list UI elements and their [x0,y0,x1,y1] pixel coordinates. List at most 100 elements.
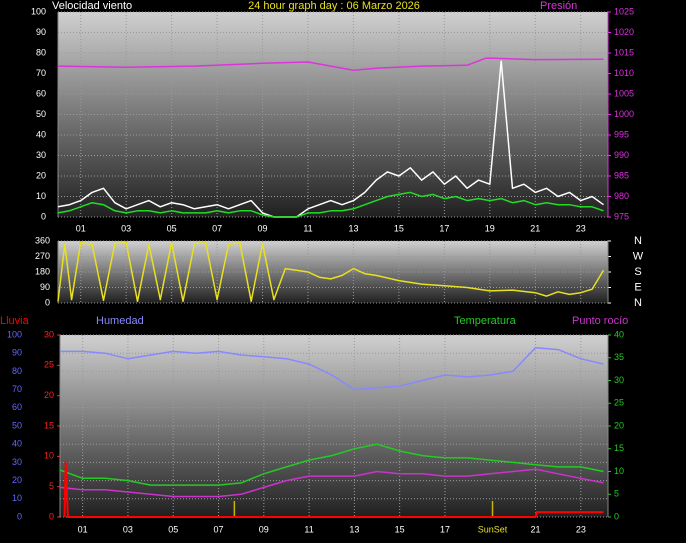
y2-tick-label: 975 [614,211,629,221]
legend-label: Punto rocío [572,315,628,327]
x-tick-label: 13 [349,524,359,534]
series-line [59,468,604,498]
plot-area [58,241,608,303]
y-tick-label: 100 [7,329,22,339]
x-tick-label: 17 [440,524,450,534]
y-tick-label: 30 [36,150,46,160]
y2-tick-label: 0 [614,511,619,521]
series-line [59,443,604,486]
y-tick-label: 0 [41,211,46,221]
series-line [60,346,604,391]
y3-tick-label: 25 [44,360,54,370]
x-tick-label: 01 [76,223,86,233]
y2-tick-label: 1020 [614,27,634,37]
x-tick-label: 11 [303,223,312,233]
y-tick-label: 60 [12,402,22,412]
y-tick-label: 80 [36,47,46,57]
x-tick-label: 23 [576,223,586,233]
series-line [57,57,604,71]
x-tick-label: 19 [485,223,495,233]
x-tick-label: 23 [576,524,586,534]
y-tick-label: 70 [12,384,22,394]
x-tick-label: 05 [168,524,178,534]
y2-tick-label: 985 [614,170,629,180]
y-tick-label: 0 [17,511,22,521]
series-line [57,60,604,218]
y2-tick-label: 980 [614,191,629,201]
y3-tick-label: 5 [49,481,54,491]
legend-label: Presión [540,0,577,12]
y-tick-label: 90 [12,348,22,358]
series-line [63,461,604,518]
y-tick-label: 10 [12,493,22,503]
y-tick-label: 30 [12,457,22,467]
y3-tick-label: 20 [44,390,54,400]
y2-tick-label: N [634,235,642,247]
plot-area [58,12,608,217]
x-tick-label: 13 [348,223,358,233]
y2-tick-label: 1025 [614,6,634,16]
y-tick-label: 180 [35,266,50,276]
y3-tick-label: 30 [44,329,54,339]
y-tick-label: 360 [35,235,50,245]
y-tick-label: 40 [36,129,46,139]
y-tick-label: 0 [45,297,50,307]
x-tick-label: 21 [530,223,540,233]
y2-tick-label: 990 [614,150,629,160]
sunset-label: SunSet [478,524,508,534]
y-tick-label: 10 [36,191,46,201]
x-tick-label: 03 [123,524,133,534]
x-tick-label: 05 [167,223,177,233]
y2-tick-label: 20 [614,420,624,430]
y2-tick-label: 10 [614,466,624,476]
y2-tick-label: 35 [614,352,624,362]
y-tick-label: 270 [35,251,50,261]
y-tick-label: 20 [12,475,22,485]
y2-tick-label: S [634,266,641,278]
y2-tick-label: E [634,281,641,293]
y2-tick-label: 5 [614,489,619,499]
series-line [57,191,604,218]
y3-tick-label: 15 [44,420,54,430]
x-tick-label: 09 [258,223,268,233]
y2-tick-label: 15 [614,443,624,453]
y-tick-label: 90 [36,27,46,37]
y2-tick-label: 40 [614,329,624,339]
x-tick-label: 15 [394,223,404,233]
y2-tick-label: 1000 [614,109,634,119]
legend-label: Temperatura [454,315,517,327]
y3-tick-label: 10 [44,451,54,461]
x-tick-label: 17 [439,223,449,233]
x-tick-label: 07 [212,223,222,233]
chart-title: 24 hour graph day : 06 Marzo 2026 [248,0,420,12]
y2-tick-label: 30 [614,375,624,385]
x-tick-label: 03 [121,223,131,233]
y-tick-label: 70 [36,68,46,78]
y-tick-label: 90 [40,282,50,292]
y2-tick-label: 25 [614,398,624,408]
x-tick-label: 07 [214,524,224,534]
x-tick-label: 11 [304,524,313,534]
y-tick-label: 40 [12,439,22,449]
x-tick-label: 15 [395,524,405,534]
y-tick-label: 80 [12,366,22,376]
legend-label: Lluvia [0,315,30,327]
y2-tick-label: 1005 [614,88,634,98]
y-tick-label: 50 [12,420,22,430]
x-tick-label: 01 [78,524,88,534]
y2-tick-label: 995 [614,129,629,139]
x-tick-label: 21 [531,524,541,534]
series-line [57,241,605,303]
y-tick-label: 100 [31,6,46,16]
y2-tick-label: 1010 [614,68,634,78]
y-tick-label: 50 [36,109,46,119]
y-tick-label: 20 [36,170,46,180]
x-tick-label: 09 [259,524,269,534]
wind-axis-title: Velocidad viento [52,0,132,12]
y2-tick-label: W [633,250,644,262]
y-tick-label: 60 [36,88,46,98]
y2-tick-label: 1015 [614,47,634,57]
y2-tick-label: N [634,297,642,309]
y3-tick-label: 0 [49,511,54,521]
